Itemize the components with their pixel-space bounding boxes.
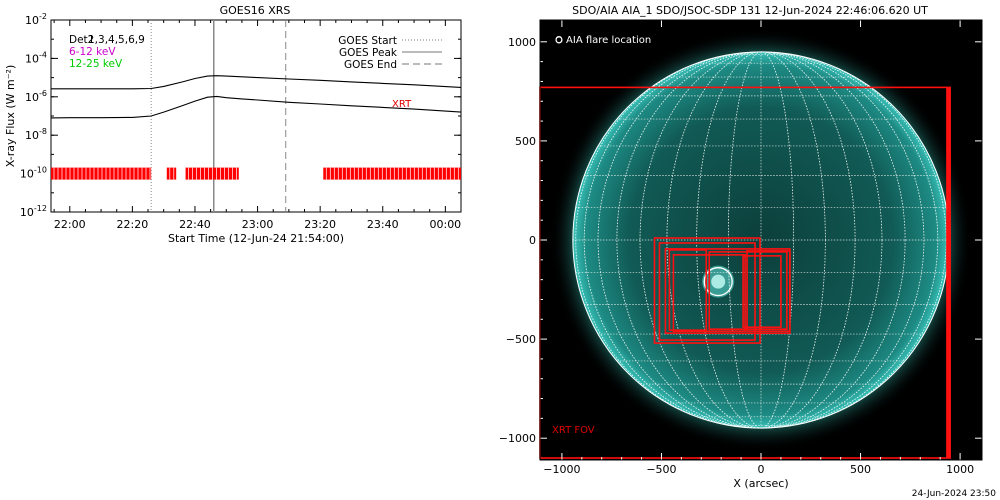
aia-x-tick-label: 500 <box>850 463 871 476</box>
goes-legend-dotted: GOES Start <box>338 35 397 47</box>
goes-y-tick-label: 10-12 <box>20 204 47 219</box>
xrt-pointing-box <box>746 250 791 332</box>
goes-x-tick-label: 22:40 <box>179 218 211 231</box>
goes-x-tick-label: 22:00 <box>54 218 86 231</box>
aia-flare-location-marker <box>703 267 733 297</box>
aia-y-tick-label: −500 <box>506 333 536 346</box>
goes-legend-6-12kev: 6-12 keV <box>69 46 116 58</box>
xrt-label: XRT <box>392 99 412 110</box>
longitude-line <box>583 51 939 429</box>
heliographic-grid <box>572 51 950 429</box>
aia-legend-circle-icon <box>555 36 563 44</box>
goes-y-tick-label: 10-2 <box>25 12 47 27</box>
xrt-pointing-box <box>653 237 761 344</box>
goes-plot-content: 22:00 22:20 22:40 23:00 23:20 23:40 00:00 10-2 1… <box>20 12 462 231</box>
goes-lightcurve <box>50 95 462 119</box>
goes-title: GOES16 XRS <box>220 4 291 17</box>
goes-y-tick-label: 10-8 <box>25 127 47 142</box>
xrt-observation-bar <box>185 167 239 180</box>
aia-x-tick-label: 1000 <box>946 463 974 476</box>
xrt-pointing-box <box>668 249 708 331</box>
xrt-fov-label: XRT FOV <box>552 425 595 436</box>
goes-x-axis-label: Start Time (12-Jun-24 21:54:00) <box>168 232 344 245</box>
goes-x-tick-label: 00:00 <box>429 218 461 231</box>
goes-y-tick-label: 10-4 <box>25 50 47 65</box>
longitude-line <box>597 51 925 429</box>
goes-y-tick-label: 10-6 <box>25 89 47 104</box>
goes-x-tick-label: 23:20 <box>304 218 336 231</box>
aia-x-axis-label: X (arcsec) <box>733 477 788 490</box>
xrt-pointing-box <box>658 242 756 341</box>
goes-plot-frame <box>50 19 462 213</box>
longitude-line <box>616 51 906 429</box>
goes-y-axis-label: X-ray Flux (W m⁻²) <box>4 65 17 167</box>
aia-legend-label: O AIA flare location <box>555 35 651 46</box>
longitude-line <box>696 51 826 429</box>
aia-y-tick-label: 0 <box>529 234 536 247</box>
xrt-pointing-box <box>708 251 788 330</box>
goes-legend-overlap: 1,3,4,5,6,9 <box>88 34 145 46</box>
aia-title: SDO/AIA AIA_1 SDO/JSOC-SDP 131 12-Jun-20… <box>572 4 928 17</box>
aia-y-tick-label: 1000 <box>508 36 536 49</box>
aia-x-tick-label: −1000 <box>543 463 580 476</box>
longitude-line <box>639 51 883 429</box>
goes-legend-det2: Det2 <box>69 34 94 46</box>
aia-y-tick-label: 500 <box>515 135 536 148</box>
longitude-line <box>666 51 856 429</box>
aia-map-content: O AIA flare location XRT FOV −1000 −500 0 500… <box>500 20 982 476</box>
footer-timestamp: 24-Jun-2024 23:50 <box>912 489 996 499</box>
goes-y-tick-label: 10-10 <box>20 166 47 181</box>
xrt-pointing-box <box>742 255 782 329</box>
aia-map-chart: SDO/AIA AIA_1 SDO/JSOC-SDP 131 12-Jun-20… <box>500 4 996 499</box>
xrt-observation-bar <box>323 167 461 180</box>
aia-x-tick-label: 0 <box>758 463 765 476</box>
goes-x-tick-label: 23:00 <box>242 218 274 231</box>
xrt-observation-bar <box>166 167 177 180</box>
goes-x-tick-label: 23:40 <box>367 218 399 231</box>
active-region-core <box>711 274 726 289</box>
longitude-line <box>727 51 795 429</box>
aia-map-frame <box>539 19 983 461</box>
goes-lightcurve <box>51 75 462 90</box>
aia-y-tick-label: −1000 <box>500 432 536 445</box>
sun-disk <box>572 51 950 429</box>
aia-x-tick-label: −500 <box>646 463 676 476</box>
goes-legend-12-25kev: 12-25 keV <box>69 58 123 70</box>
goes-legend-solid: GOES Peak <box>339 47 398 59</box>
goes-legend-dashed: GOES End <box>344 59 397 71</box>
goes-xrs-chart: GOES16 XRS 22:00 22:20 22:40 23:00 23:20 23:4… <box>4 4 462 245</box>
goes-x-tick-label: 22:20 <box>117 218 149 231</box>
xrt-fov-edge <box>946 87 951 459</box>
